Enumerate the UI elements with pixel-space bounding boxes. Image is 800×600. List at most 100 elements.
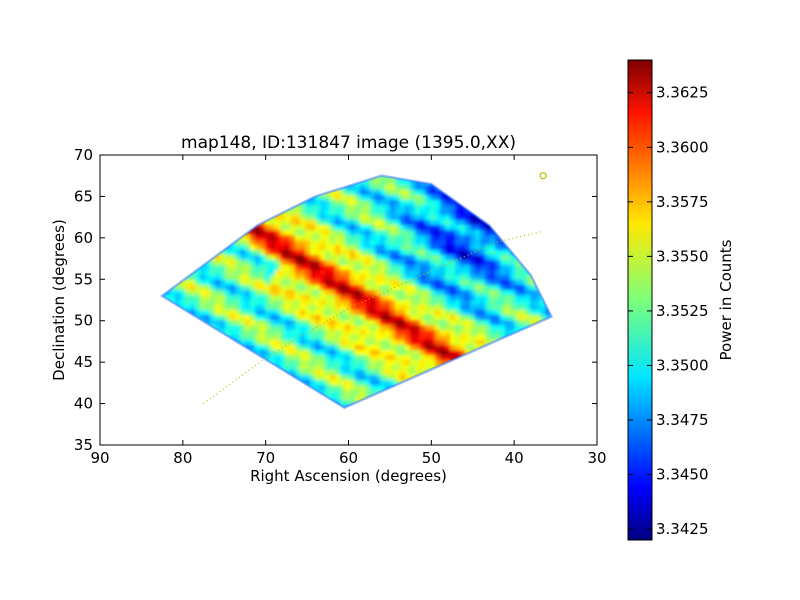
heat-cell — [425, 275, 431, 281]
heat-cell — [335, 220, 341, 226]
heat-cell — [350, 195, 356, 201]
heat-cell — [390, 355, 396, 361]
heat-cell — [325, 245, 331, 251]
heat-cell — [275, 335, 281, 341]
heat-cell — [445, 200, 451, 206]
heat-cell — [225, 295, 231, 301]
region-edge — [159, 174, 554, 410]
heat-cell — [370, 375, 376, 381]
heat-cell — [430, 280, 436, 286]
heat-cell — [270, 295, 276, 301]
heat-cell — [445, 245, 451, 251]
heat-cell — [340, 335, 346, 341]
heat-cell — [370, 305, 376, 311]
heat-cell — [295, 305, 301, 311]
heat-cell — [470, 315, 476, 321]
heat-cell — [305, 250, 311, 256]
heat-cell — [320, 370, 326, 376]
heat-cell — [395, 355, 401, 361]
heat-cell — [455, 235, 461, 241]
heat-cell — [210, 285, 216, 291]
heat-cell — [260, 250, 266, 256]
heat-cell — [460, 265, 466, 271]
heat-cell — [240, 330, 246, 336]
heat-cell — [345, 240, 351, 246]
heat-cell — [395, 380, 401, 386]
heat-cell — [335, 325, 341, 331]
heat-cell — [430, 350, 436, 356]
heat-cell — [440, 200, 446, 206]
heat-cell — [250, 235, 256, 241]
heat-cell — [360, 280, 366, 286]
heat-cell — [335, 320, 341, 326]
heat-cell — [310, 280, 316, 286]
heat-cell — [530, 290, 536, 296]
heat-cell — [435, 240, 441, 246]
heat-cell — [235, 335, 241, 341]
heat-cell — [315, 355, 321, 361]
heat-cell — [255, 320, 261, 326]
heat-cell — [545, 310, 551, 316]
heat-cell — [425, 305, 431, 311]
heat-cell — [360, 270, 366, 276]
heat-cell — [475, 260, 481, 266]
heat-cell — [495, 315, 501, 321]
heat-cell — [315, 330, 321, 336]
heat-cell — [330, 260, 336, 266]
heat-cell — [350, 300, 356, 306]
heat-cell — [525, 275, 531, 281]
heat-cell — [400, 190, 406, 196]
heat-cell — [450, 285, 456, 291]
heat-cell — [335, 280, 341, 286]
heat-cell — [390, 340, 396, 346]
heat-cell — [230, 285, 236, 291]
heat-cell — [475, 285, 481, 291]
heat-cell — [275, 215, 281, 221]
heat-cell — [305, 265, 311, 271]
heat-cell — [410, 235, 416, 241]
heat-cell — [385, 260, 391, 266]
heat-cell — [325, 385, 331, 391]
heat-cell — [495, 275, 501, 281]
heat-cell — [325, 225, 331, 231]
heat-cell — [340, 380, 346, 386]
heat-cell — [270, 340, 276, 346]
heat-cell — [190, 280, 196, 286]
heat-cell — [425, 260, 431, 266]
heat-cell — [520, 320, 526, 326]
heat-cell — [405, 210, 411, 216]
heat-cell — [375, 205, 381, 211]
heat-cell — [350, 395, 356, 401]
heat-cell — [445, 290, 451, 296]
heat-cell — [315, 310, 321, 316]
heat-cell — [350, 330, 356, 336]
heat-cell — [430, 315, 436, 321]
heat-cell — [435, 345, 441, 351]
heat-cell — [390, 310, 396, 316]
heat-cell — [290, 360, 296, 366]
heat-cell — [290, 340, 296, 346]
heat-cell — [200, 315, 206, 321]
heat-cell — [390, 320, 396, 326]
heat-cell — [425, 355, 431, 361]
heat-cell — [265, 330, 271, 336]
heat-cell — [195, 270, 201, 276]
heat-cell — [460, 290, 466, 296]
heat-cell — [320, 315, 326, 321]
heat-cell — [380, 205, 386, 211]
heat-cell — [455, 305, 461, 311]
heat-cell — [460, 340, 466, 346]
heat-cell — [360, 305, 366, 311]
heat-cell — [385, 180, 391, 186]
heat-cell — [395, 230, 401, 236]
heat-cell — [195, 295, 201, 301]
heat-cell — [235, 250, 241, 256]
heat-cell — [430, 275, 436, 281]
heat-cell — [450, 340, 456, 346]
heat-cell — [435, 340, 441, 346]
heat-cell — [210, 295, 216, 301]
heat-cell — [340, 325, 346, 331]
heat-cell — [400, 185, 406, 191]
heat-cell — [420, 320, 426, 326]
heat-cell — [470, 300, 476, 306]
